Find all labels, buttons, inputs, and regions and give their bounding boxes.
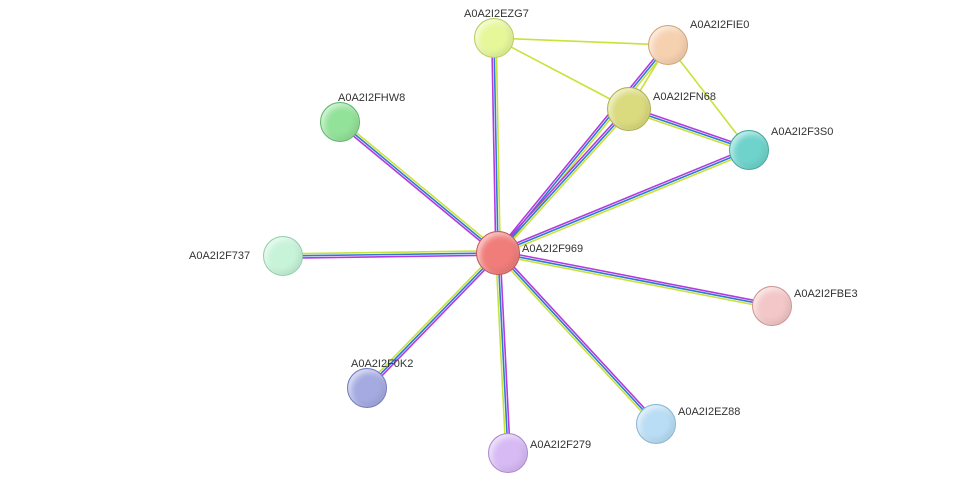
network-canvas: A0A2I2F969 A0A2I2EZG7 A0A2I2FIE0 A0A2I2FN68… (0, 0, 976, 500)
node-A0A2I2F0K2[interactable] (347, 368, 387, 408)
node-A0A2I2F279[interactable] (488, 433, 528, 473)
node-label-A0A2I2F279: A0A2I2F279 (530, 439, 591, 451)
node-A0A2I2EZ88[interactable] (636, 404, 676, 444)
node-A0A2I2FIE0[interactable] (648, 25, 688, 65)
node-A0A2I2FHW8[interactable] (320, 102, 360, 142)
node-label-A0A2I2EZ88: A0A2I2EZ88 (678, 406, 740, 418)
node-label-A0A2I2F969: A0A2I2F969 (522, 243, 583, 255)
node-label-A0A2I2FHW8: A0A2I2FHW8 (338, 92, 405, 104)
node-label-A0A2I2F737: A0A2I2F737 (189, 250, 250, 262)
node-A0A2I2F3S0[interactable] (729, 130, 769, 170)
node-label-A0A2I2FIE0: A0A2I2FIE0 (690, 19, 749, 31)
node-label-A0A2I2EZG7: A0A2I2EZG7 (464, 8, 529, 20)
node-label-A0A2I2F3S0: A0A2I2F3S0 (771, 126, 833, 138)
node-label-A0A2I2FN68: A0A2I2FN68 (653, 91, 716, 103)
node-A0A2I2FN68[interactable] (607, 87, 651, 131)
node-A0A2I2FBE3[interactable] (752, 286, 792, 326)
node-label-A0A2I2F0K2: A0A2I2F0K2 (351, 358, 413, 370)
node-A0A2I2F969[interactable] (476, 231, 520, 275)
node-A0A2I2EZG7[interactable] (474, 18, 514, 58)
node-label-A0A2I2FBE3: A0A2I2FBE3 (794, 288, 858, 300)
node-A0A2I2F737[interactable] (263, 236, 303, 276)
